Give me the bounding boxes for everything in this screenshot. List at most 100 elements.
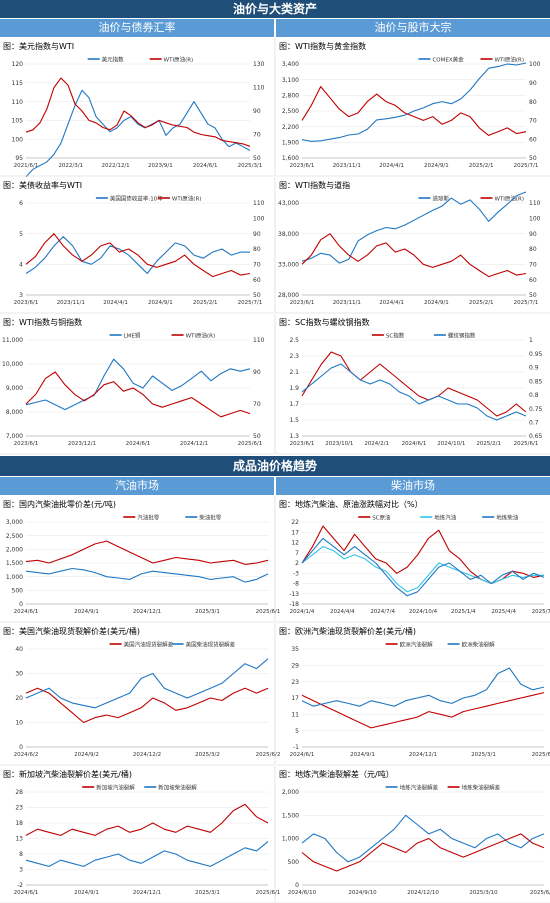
xtick-9-4: 2025/6/1 [532,752,550,758]
series-line-6-1 [25,567,269,583]
chart-title-10: 图：新加坡汽柴油裂解价差(美元/桶) [3,769,132,779]
xtick-7-2: 2024/7/4 [370,609,395,615]
xtick-8-2: 2024/12/2 [133,752,161,758]
ytick-left-6-4: 2,000 [6,547,23,554]
ytick-left-10-3: 13 [15,836,23,843]
ytick-left-10-1: 3 [19,867,23,874]
ytick-left-0-5: 120 [12,61,24,68]
series-line-2-1 [25,233,251,278]
ytick-left-8-4: 40 [15,646,23,653]
ytick-right-0-2: 90 [253,108,261,115]
series-line-8-0 [25,687,269,724]
ytick-left-1-2: 2,200 [282,124,299,131]
ytick-left-9-4: 23 [291,679,299,686]
legend-label-1-0: COMEX黄金 [432,56,464,64]
ytick-left-6-1: 500 [12,588,24,595]
xtick-5-1: 2023/10/1 [325,441,353,447]
ytick-right-5-6: 0.95 [529,351,543,358]
series-line-10-1 [25,841,269,867]
xtick-0-4: 2024/6/1 [193,163,218,169]
series-line-11-0 [301,814,545,863]
xtick-2-0: 2023/6/1 [14,300,39,306]
ytick-left-8-1: 10 [15,720,23,727]
ytick-left-6-3: 1,500 [6,560,23,567]
chart-title-1: 图：WTI指数与黄金指数 [279,41,366,51]
subheader-gasoline-market: 汽油市场 [0,477,274,495]
xtick-4-4: 2025/6/1 [238,441,263,447]
legend-label-8-0: 美国汽油现货裂解差 [124,641,174,649]
xtick-3-3: 2024/9/1 [424,300,449,306]
legend-label-5-1: 螺纹钢指数 [448,332,476,340]
ytick-right-3-2: 70 [529,262,537,269]
ytick-left-6-6: 3,000 [6,519,23,526]
series-line-0-0 [25,89,251,178]
xtick-4-1: 2023/12/1 [68,441,96,447]
subheader-divider [274,19,276,37]
ytick-left-0-1: 100 [12,136,24,143]
series-line-4-0 [25,358,251,411]
ytick-right-1-2: 70 [529,118,537,125]
series-line-7-0 [301,525,545,585]
ytick-left-1-6: 3,400 [282,61,299,68]
ytick-left-7-8: 22 [291,519,299,526]
xtick-5-6: 2025/6/1 [514,441,539,447]
xtick-4-2: 2024/6/1 [126,441,151,447]
xtick-11-0: 2024/6/10 [288,890,317,896]
ytick-right-3-3: 80 [529,246,537,253]
ytick-right-4-2: 90 [253,369,261,376]
series-line-4-1 [25,371,251,418]
legend-label-1-1: WTI原油(R) [494,56,524,64]
ytick-left-5-6: 2.5 [289,337,299,344]
xtick-1-2: 2024/4/1 [379,163,404,169]
series-line-1-1 [301,86,527,136]
ytick-right-5-7: 1 [529,337,533,344]
ytick-right-3-0: 50 [529,292,537,299]
ytick-left-10-2: 8 [19,851,23,858]
ytick-left-6-0: 0 [19,601,23,608]
ytick-right-2-2: 70 [253,262,261,269]
series-line-7-2 [301,537,545,597]
xtick-8-1: 2024/9/2 [74,752,99,758]
legend-label-4-1: WTI原油(R) [186,332,216,340]
ytick-left-4-2: 9,000 [6,385,23,392]
xtick-6-0: 2024/6/1 [14,609,39,615]
xtick-10-4: 2025/6/1 [256,890,281,896]
ytick-right-3-6: 110 [529,200,541,207]
ytick-left-8-3: 30 [15,671,23,678]
xtick-5-3: 2024/6/1 [402,441,427,447]
ytick-right-4-1: 70 [253,401,261,408]
xtick-7-0: 2024/1/4 [290,609,315,615]
xtick-9-2: 2024/12/1 [409,752,437,758]
ytick-left-7-4: 2 [295,560,299,567]
ytick-left-9-0: -1 [293,744,299,751]
xtick-7-5: 2025/4/4 [491,609,516,615]
ytick-left-7-2: -8 [293,581,299,588]
section-title-products: 成品油价格趋势 [0,456,550,476]
chart-title-0: 图：美元指数与WTI [3,41,74,51]
series-line-3-1 [301,233,527,278]
chart-title-4: 图：WTI指数与铜指数 [3,317,82,327]
ytick-right-2-3: 80 [253,246,261,253]
ytick-right-3-4: 90 [529,231,537,238]
legend-label-9-0: 欧洲汽油裂解 [400,641,434,649]
xtick-5-4: 2024/10/1 [437,441,465,447]
ytick-right-1-1: 60 [529,136,537,143]
series-line-5-0 [301,351,527,417]
legend-label-5-0: SC指数 [386,332,405,340]
series-line-3-0 [301,191,527,264]
ytick-left-5-2: 1.7 [289,401,299,408]
ytick-right-1-0: 50 [529,155,537,162]
legend-label-0-0: 美元指数 [102,56,125,64]
ytick-right-1-5: 100 [529,61,541,68]
ytick-left-0-2: 105 [12,118,24,125]
ytick-right-4-3: 110 [253,337,265,344]
section-title-assets: 油价与大类资产 [0,0,550,18]
xtick-1-4: 2025/2/1 [469,163,494,169]
ytick-right-0-4: 130 [253,61,265,68]
xtick-8-0: 2024/6/2 [14,752,39,758]
ytick-left-9-6: 35 [291,646,299,653]
xtick-1-0: 2023/6/1 [290,163,315,169]
xtick-1-5: 2025/7/1 [514,163,539,169]
ytick-left-11-3: 1,500 [282,812,299,819]
ytick-right-5-1: 0.7 [529,419,539,426]
